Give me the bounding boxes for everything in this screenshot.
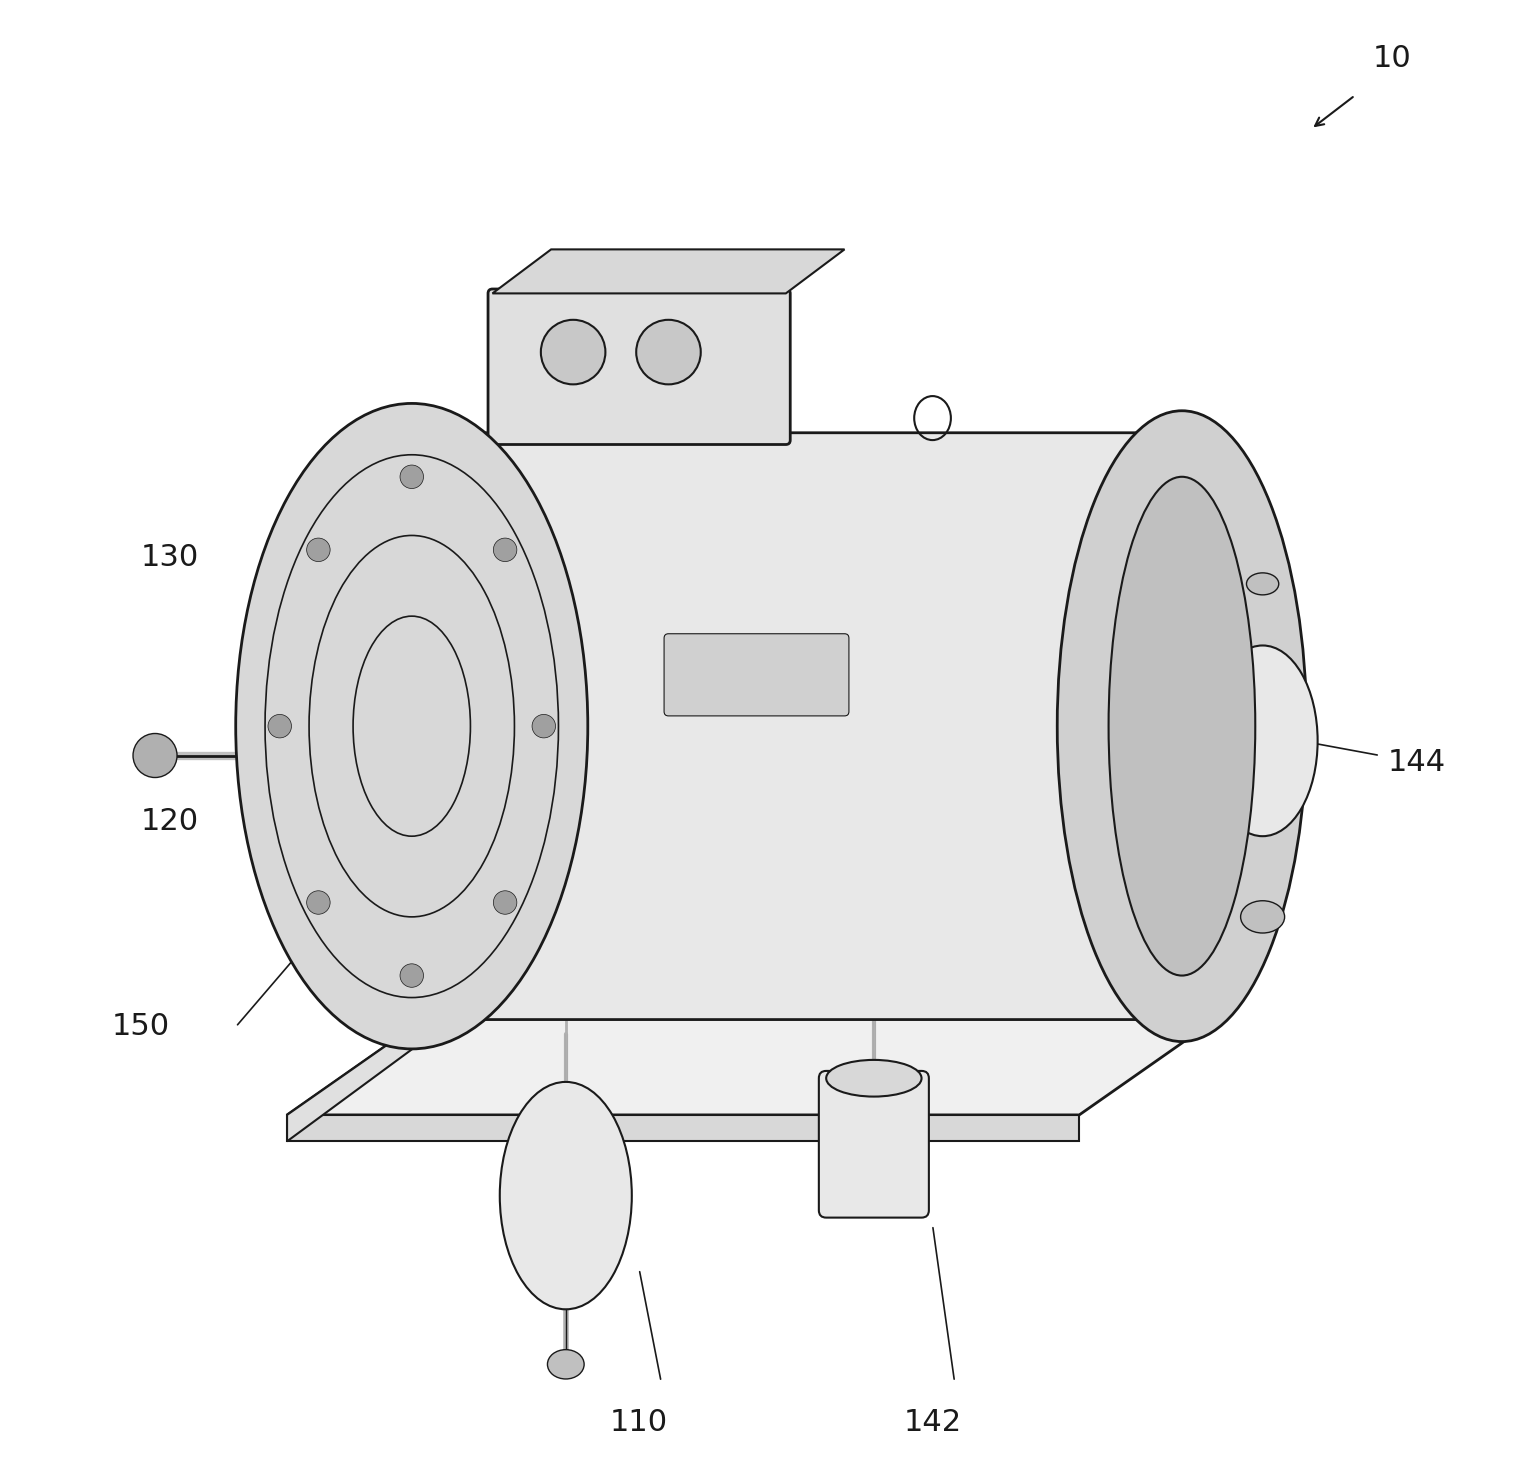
Circle shape bbox=[399, 964, 424, 987]
Ellipse shape bbox=[499, 1083, 632, 1309]
Ellipse shape bbox=[1241, 901, 1285, 933]
Text: 110: 110 bbox=[610, 1408, 669, 1438]
Circle shape bbox=[307, 538, 330, 562]
Polygon shape bbox=[492, 249, 844, 293]
Polygon shape bbox=[287, 1012, 434, 1141]
Text: 142: 142 bbox=[903, 1408, 962, 1438]
Ellipse shape bbox=[1058, 411, 1307, 1042]
Text: 120: 120 bbox=[141, 807, 200, 836]
Circle shape bbox=[493, 538, 517, 562]
FancyBboxPatch shape bbox=[664, 634, 849, 716]
Circle shape bbox=[540, 320, 605, 384]
Text: 10: 10 bbox=[1372, 44, 1412, 73]
Circle shape bbox=[399, 465, 424, 489]
Polygon shape bbox=[287, 1115, 1079, 1141]
Ellipse shape bbox=[1247, 574, 1278, 596]
Circle shape bbox=[635, 320, 701, 384]
Text: 150: 150 bbox=[112, 1012, 169, 1042]
Circle shape bbox=[493, 890, 517, 914]
FancyBboxPatch shape bbox=[489, 289, 790, 445]
Ellipse shape bbox=[1109, 477, 1256, 976]
Text: 144: 144 bbox=[1387, 748, 1445, 778]
FancyBboxPatch shape bbox=[383, 433, 1189, 1020]
Ellipse shape bbox=[236, 403, 587, 1049]
Circle shape bbox=[268, 714, 292, 738]
Circle shape bbox=[307, 890, 330, 914]
Circle shape bbox=[133, 734, 177, 778]
FancyBboxPatch shape bbox=[819, 1071, 929, 1218]
Ellipse shape bbox=[826, 1059, 921, 1097]
Polygon shape bbox=[287, 1012, 1226, 1115]
Ellipse shape bbox=[548, 1350, 584, 1379]
Circle shape bbox=[533, 714, 555, 738]
Text: 130: 130 bbox=[141, 543, 200, 572]
Ellipse shape bbox=[1207, 645, 1318, 836]
